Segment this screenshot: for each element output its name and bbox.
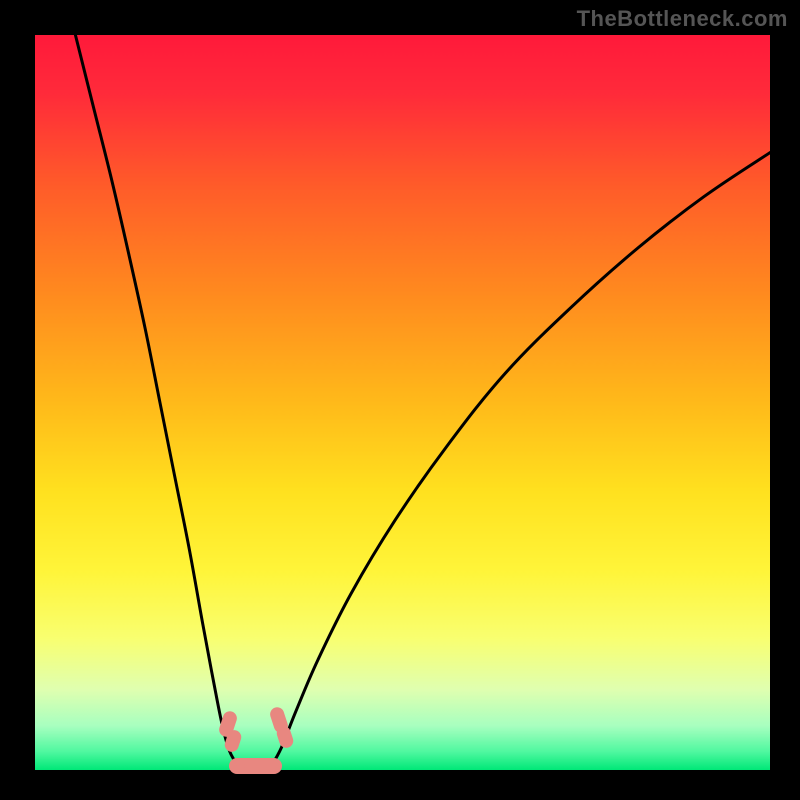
watermark-text: TheBottleneck.com — [577, 6, 788, 32]
valley-marker — [244, 758, 282, 774]
valley-marker — [275, 724, 295, 749]
markers-layer — [35, 35, 770, 770]
plot-area — [35, 35, 770, 770]
